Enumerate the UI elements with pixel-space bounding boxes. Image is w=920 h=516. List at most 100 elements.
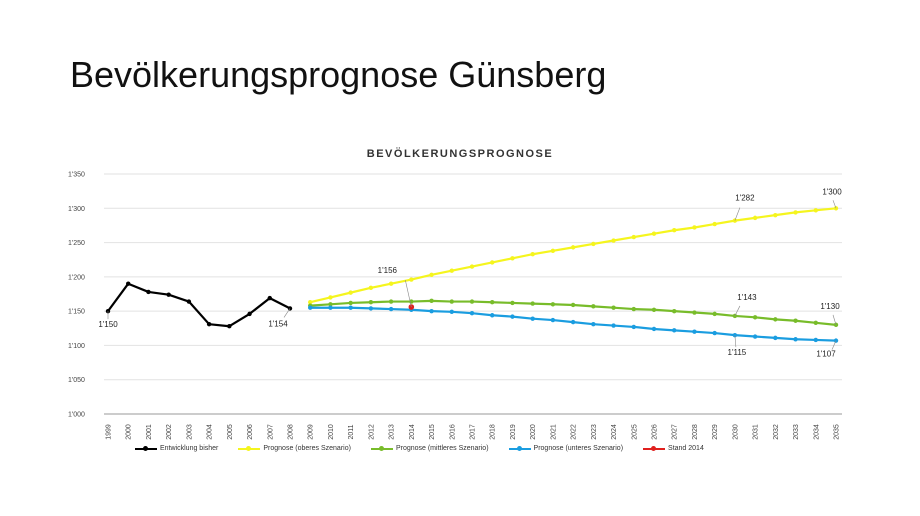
data-point (388, 306, 394, 312)
data-point (146, 289, 151, 295)
data-point (813, 320, 818, 325)
data-point (651, 231, 657, 236)
data-point (611, 323, 616, 328)
data-point (530, 301, 535, 306)
x-tick-label: 2020 (530, 424, 537, 440)
x-tick-label: 1999 (106, 424, 113, 440)
data-point (651, 307, 657, 312)
data-point (469, 311, 475, 316)
data-point (308, 300, 313, 305)
x-tick-label: 2027 (672, 424, 679, 440)
legend-swatch (238, 445, 261, 451)
data-point (833, 338, 839, 343)
data-point (388, 281, 394, 286)
data-point (328, 305, 333, 310)
y-tick-label: 1'200 (68, 274, 85, 281)
data-point (651, 326, 657, 332)
x-tick-label: 2032 (773, 424, 780, 440)
data-point (348, 305, 353, 310)
x-tick-label: 2030 (732, 424, 739, 440)
legend-swatch (135, 445, 157, 451)
data-point (490, 313, 495, 318)
x-tick-label: 2004 (207, 424, 214, 440)
x-tick-label: 2016 (449, 424, 456, 440)
x-tick-label: 2028 (692, 424, 699, 440)
y-tick-label: 1'000 (68, 412, 85, 419)
data-point (368, 306, 374, 311)
y-tick-label: 1'050 (68, 377, 85, 384)
series-line (107, 282, 291, 328)
x-tick-label: 2017 (470, 424, 477, 440)
data-point (631, 324, 636, 330)
data-point (510, 300, 515, 306)
x-tick-label: 2001 (146, 424, 153, 440)
label-leader-line (405, 279, 412, 308)
legend-swatch (643, 445, 666, 451)
data-point (530, 316, 535, 321)
label-leader-line (283, 308, 291, 318)
legend-item: Prognose (oberes Szenario) (238, 445, 351, 452)
x-tick-label: 2026 (652, 424, 659, 440)
x-tick-label: 2008 (288, 424, 295, 440)
data-label: 1'156 (378, 266, 398, 275)
x-tick-label: 2011 (348, 424, 355, 439)
data-point (570, 319, 576, 325)
data-point (672, 308, 677, 314)
data-label: 1'154 (268, 319, 288, 328)
x-tick-label: 2013 (389, 424, 396, 440)
data-label: 1'107 (816, 350, 836, 359)
data-point (793, 337, 798, 342)
data-point (105, 308, 111, 314)
data-point (591, 304, 596, 309)
data-point (692, 329, 697, 334)
data-point (570, 302, 576, 308)
x-tick-label: 2033 (793, 424, 800, 440)
data-label: 1'115 (728, 348, 747, 357)
label-leader-line (734, 335, 737, 348)
data-point (712, 311, 717, 317)
data-point (752, 215, 758, 221)
legend-label: Stand 2014 (668, 445, 704, 452)
data-point (813, 337, 818, 343)
y-tick-label: 1'350 (68, 172, 85, 179)
x-tick-label: 2009 (308, 424, 315, 440)
data-label: 1'282 (735, 194, 755, 203)
x-axis-ticks: 1999 2000 2001 2002 2003 2004 2005 2006 2007 2008… (106, 424, 841, 440)
grid-lines (104, 173, 842, 415)
data-point (126, 281, 131, 286)
data-label: 1'150 (98, 320, 118, 329)
legend-label: Entwicklung bisher (160, 445, 219, 452)
y-tick-label: 1'150 (68, 309, 85, 316)
data-point (469, 264, 475, 269)
data-point (368, 300, 374, 305)
data-point (449, 309, 454, 315)
data-point (247, 311, 252, 317)
data-point (712, 221, 717, 227)
x-tick-label: 2025 (631, 424, 638, 440)
series-layer (105, 206, 839, 343)
x-tick-label: 2014 (409, 424, 416, 440)
legend-item: Prognose (unteres Szenario) (508, 445, 624, 452)
slide-title: Bevölkerungsprognose Günsberg (70, 54, 607, 95)
data-point (490, 300, 495, 305)
legend-swatch (508, 445, 531, 451)
data-point (429, 308, 434, 314)
data-point (672, 328, 677, 333)
data-point (611, 238, 616, 243)
legend-label: Prognose (unteres Szenario) (533, 445, 624, 452)
data-point (368, 285, 374, 291)
data-point (408, 304, 415, 310)
y-axis-ticks: 1'000 1'050 1'100 1'150 1'200 1'250 1'300 1'350 (68, 172, 85, 419)
x-tick-label: 2019 (510, 424, 517, 440)
data-point (328, 295, 333, 300)
data-point (793, 318, 798, 323)
data-point (591, 321, 596, 327)
data-point (752, 334, 758, 339)
legend-label: Prognose (oberes Szenario) (263, 445, 351, 452)
x-tick-label: 2023 (591, 424, 598, 440)
label-leader-line (832, 200, 837, 209)
data-point (429, 298, 434, 304)
x-tick-label: 2006 (247, 424, 254, 440)
data-point (287, 306, 293, 311)
